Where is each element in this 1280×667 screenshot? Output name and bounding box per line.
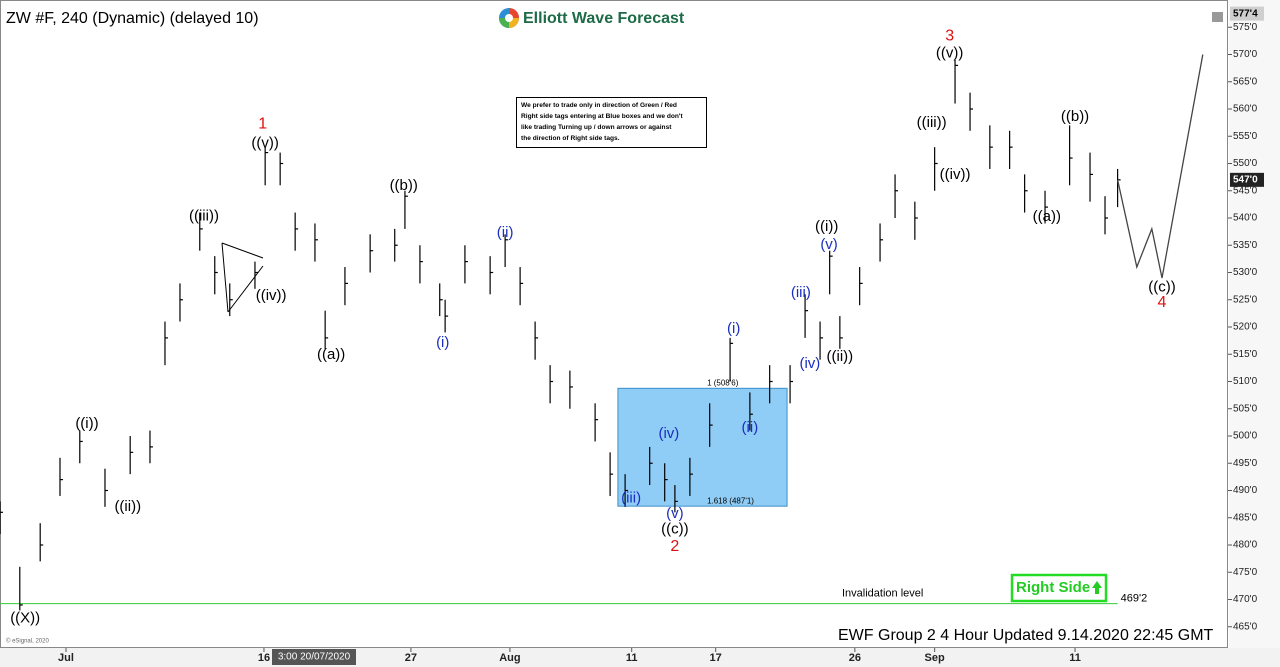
wave-label: (v) — [820, 236, 838, 253]
wave-label: 4 — [1158, 294, 1167, 311]
notice-line: the direction of Right side tags. — [521, 135, 620, 142]
projection-path — [1116, 54, 1204, 279]
y-tick-label: 500'0 — [1233, 431, 1258, 442]
target-zone — [617, 387, 788, 507]
x-tick-label: 11 — [626, 652, 638, 664]
wave-label: (iii) — [791, 284, 811, 301]
cursor-date: 3:00 20/07/2020 — [278, 652, 351, 663]
copyright: © eSignal, 2020 — [6, 638, 49, 645]
wave-label: ((b)) — [1061, 108, 1089, 125]
y-tick-label: 505'0 — [1233, 403, 1258, 414]
wave-label: ((v)) — [251, 134, 278, 151]
wave-label: 2 — [670, 538, 679, 555]
y-tick-label: 525'0 — [1233, 294, 1258, 305]
x-axis-bar — [0, 648, 1280, 667]
chart-title: ZW #F, 240 (Dynamic) (delayed 10) — [6, 10, 259, 27]
triangle-line — [221, 242, 229, 313]
notice-line: We prefer to trade only in direction of … — [521, 102, 677, 109]
y-tick-label: 530'0 — [1233, 267, 1258, 278]
wave-label: (i) — [436, 334, 449, 351]
y-tick-label: 510'0 — [1233, 376, 1258, 387]
wave-label: ((ii)) — [114, 498, 141, 515]
cursor-date-box — [272, 649, 356, 665]
wave-label: ((X)) — [10, 610, 40, 627]
y-tick-label: 465'0 — [1233, 621, 1258, 632]
y-axis-bar — [1229, 0, 1280, 648]
wave-label: ((i)) — [815, 218, 838, 235]
y-tick-label: 480'0 — [1233, 540, 1258, 551]
notice-line: Right side tags entering at Blue boxes a… — [521, 113, 683, 120]
y-tick-label: 570'0 — [1233, 49, 1258, 60]
triangle-line — [227, 265, 264, 313]
y-tick-label: 575'0 — [1233, 22, 1258, 33]
wave-label: ((iii)) — [189, 207, 219, 224]
right-side-tag: Right Side — [1016, 579, 1090, 596]
y-tick-label: 560'0 — [1233, 104, 1258, 115]
wave-label: (iv) — [799, 355, 820, 372]
wave-label: ((i)) — [75, 415, 98, 432]
y-tick-label: 520'0 — [1233, 322, 1258, 333]
y-tick-label: 490'0 — [1233, 485, 1258, 496]
wave-label: (v) — [666, 505, 684, 522]
x-tick-label: 16 — [258, 652, 270, 664]
wave-label: ((iv)) — [256, 287, 287, 304]
wave-label: ((a)) — [1033, 208, 1061, 225]
x-tick-label: Sep — [925, 652, 945, 664]
right-side-box — [1010, 573, 1108, 603]
y-tick-label: 550'0 — [1233, 158, 1258, 169]
wave-label: ((b)) — [390, 177, 418, 194]
x-tick-label: 27 — [405, 652, 417, 664]
wave-label: ((ii)) — [827, 348, 854, 365]
wave-label: ((a)) — [317, 346, 345, 363]
zone-label: 1 (508'6) — [707, 378, 739, 387]
y-tick-label: 515'0 — [1233, 349, 1258, 360]
x-tick-label: 26 — [849, 652, 861, 664]
logo: Elliott Wave Forecast — [494, 5, 694, 32]
y-tick-label: 495'0 — [1233, 458, 1258, 469]
logo-bg — [494, 5, 694, 32]
x-tick-label: Aug — [499, 652, 520, 664]
wave-label: (iii) — [621, 490, 641, 507]
wave-label: 1 — [258, 115, 267, 132]
y-tick-label: 475'0 — [1233, 567, 1258, 578]
plot-frame — [0, 0, 1228, 648]
invalidation-text: Invalidation level — [842, 587, 923, 599]
x-tick-label: 17 — [710, 652, 722, 664]
footer: EWF Group 2 4 Hour Updated 9.14.2020 22:… — [838, 627, 1214, 644]
x-tick-label: Jul — [58, 652, 74, 664]
triangle-line — [221, 242, 264, 259]
wave-label: ((iii)) — [917, 114, 947, 131]
x-tick-label: 11 — [1069, 652, 1081, 664]
y-tick-label: 540'0 — [1233, 213, 1258, 224]
right-side-arrow — [1092, 581, 1102, 594]
notice-box: We prefer to trade only in direction of … — [516, 97, 707, 148]
invalidation-label: 469'2 — [1121, 592, 1148, 604]
wave-label: ((c)) — [661, 521, 688, 538]
y-tick-label: 485'0 — [1233, 512, 1258, 523]
wave-label: 3 — [945, 28, 954, 45]
wave-label: ((c)) — [1148, 279, 1175, 296]
wave-label: (ii) — [497, 224, 514, 241]
y-tick-label: 545'0 — [1233, 185, 1258, 196]
notice-frame — [516, 97, 707, 148]
logo-icon-center — [505, 14, 513, 22]
wave-label: ((iv)) — [940, 166, 971, 183]
y-tick-label: 565'0 — [1233, 76, 1258, 87]
top-price-box — [1230, 6, 1264, 21]
y-tick-label: 470'0 — [1233, 594, 1258, 605]
y-tick-label: 535'0 — [1233, 240, 1258, 251]
wave-label: (i) — [727, 320, 740, 337]
top-price-label: 577'4 — [1233, 8, 1258, 19]
wave-label: ((v)) — [936, 44, 963, 61]
notice-line: like trading Turning up / down arrows or… — [521, 124, 672, 131]
wave-label: (iv) — [658, 425, 679, 442]
y-tick-label: 555'0 — [1233, 131, 1258, 142]
wave-label: (ii) — [742, 419, 759, 436]
last-price-box — [1230, 172, 1264, 187]
zone-label: 1.618 (487'1) — [707, 496, 754, 505]
last-price-label: 547'0 — [1233, 174, 1258, 185]
settings-icon[interactable] — [1212, 12, 1223, 22]
logo-text: Elliott Wave Forecast — [523, 10, 685, 27]
